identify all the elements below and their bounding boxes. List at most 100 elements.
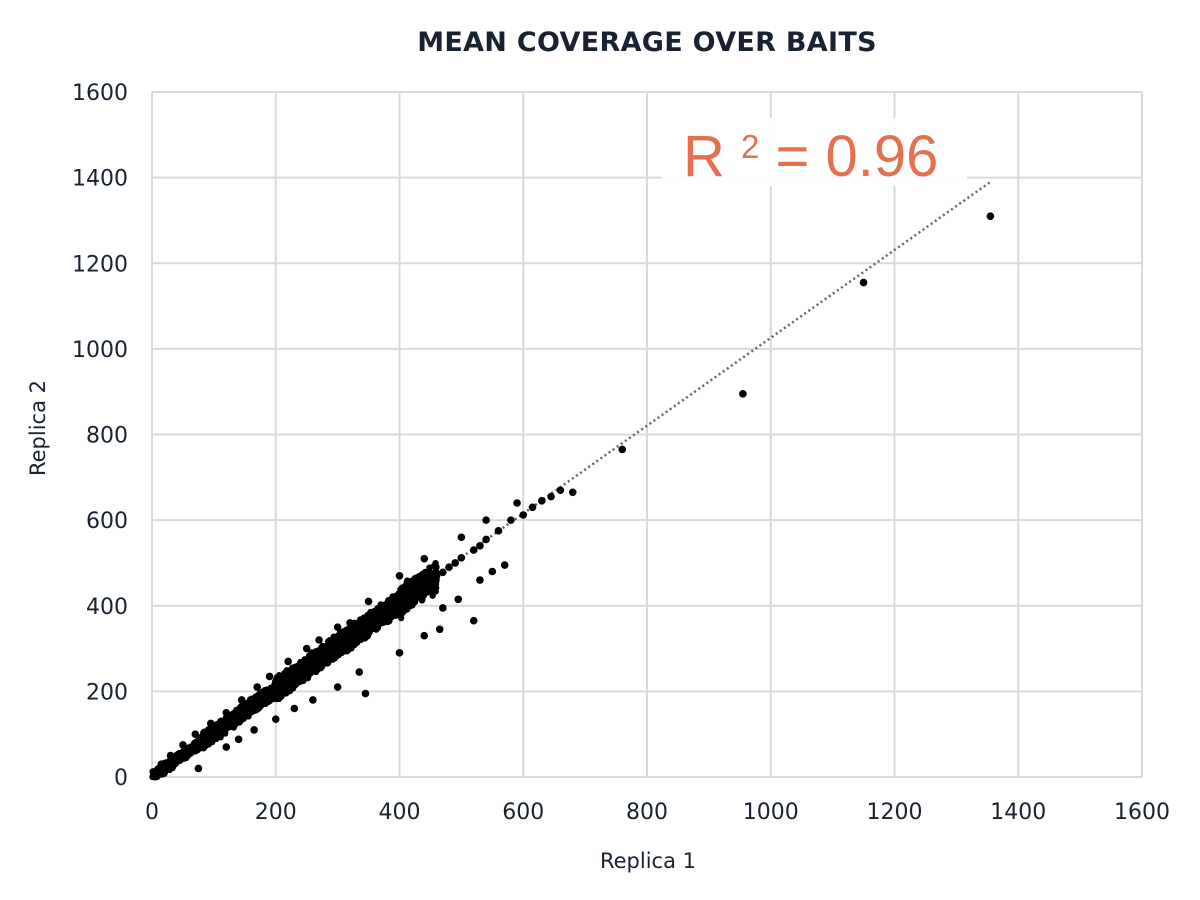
data-point [234, 714, 243, 723]
data-point [469, 616, 478, 625]
data-point [342, 644, 349, 651]
data-point [203, 733, 212, 742]
data-point [333, 683, 342, 691]
data-point [986, 212, 995, 220]
x-tick-label: 600 [502, 800, 544, 825]
y-tick-label: 800 [86, 424, 128, 449]
y-tick-label: 1200 [72, 252, 128, 277]
data-point [361, 689, 370, 698]
data-point [259, 697, 268, 706]
data-point [500, 561, 509, 569]
x-axis-label: Replica 1 [600, 849, 696, 873]
data-point [271, 688, 280, 697]
data-point [513, 499, 521, 507]
x-tick-label: 200 [255, 800, 297, 825]
data-point [234, 735, 243, 744]
data-point [290, 704, 299, 713]
data-point [476, 576, 484, 584]
data-point [228, 715, 237, 724]
data-point [420, 631, 429, 640]
data-point [375, 605, 383, 612]
data-point [488, 567, 497, 576]
data-point [271, 715, 280, 724]
data-point [519, 511, 528, 519]
data-point [201, 728, 208, 735]
data-point [370, 616, 379, 625]
data-point [275, 672, 283, 679]
data-point [457, 533, 466, 542]
data-point [420, 554, 429, 563]
data-point [290, 672, 299, 680]
data-point [494, 527, 503, 535]
data-point [397, 614, 405, 622]
data-point [194, 764, 203, 773]
data-point [254, 692, 261, 699]
data-point [340, 637, 348, 645]
data-point [278, 681, 286, 689]
data-point [568, 488, 577, 497]
data-point [315, 636, 323, 644]
data-point [222, 723, 231, 731]
data-point [359, 619, 367, 627]
data-point [297, 660, 305, 667]
x-tick-label: 400 [379, 800, 421, 825]
data-point [365, 615, 373, 622]
data-point [284, 657, 292, 666]
data-point [445, 563, 453, 572]
y-tick-label: 1600 [72, 81, 128, 106]
data-point [327, 646, 336, 655]
data-point [206, 719, 215, 728]
data-point [265, 672, 274, 681]
data-point [451, 559, 459, 567]
annotation-background [662, 118, 967, 186]
data-point [241, 707, 249, 715]
data-point [482, 516, 490, 524]
data-point [395, 571, 404, 580]
data-point [414, 585, 422, 594]
data-point [426, 564, 433, 571]
data-point [237, 696, 246, 704]
data-point [191, 741, 200, 750]
data-point [179, 741, 187, 749]
data-point [426, 578, 435, 587]
data-point [315, 654, 323, 663]
data-point [395, 649, 404, 657]
data-point [403, 586, 410, 593]
data-point [346, 619, 354, 627]
data-point [400, 606, 407, 614]
x-tick-label: 800 [626, 800, 668, 825]
y-tick-label: 200 [86, 680, 128, 705]
data-point [321, 653, 330, 662]
data-point [482, 535, 490, 544]
data-point [265, 689, 274, 697]
data-point [172, 756, 181, 765]
x-tick-label: 1400 [990, 800, 1046, 825]
data-point [556, 486, 565, 494]
data-point [166, 759, 175, 767]
data-point [157, 760, 166, 768]
y-tick-label: 1400 [72, 167, 128, 192]
data-point [429, 592, 436, 599]
data-point [618, 445, 627, 454]
data-point [383, 607, 391, 616]
x-tick-label: 1000 [743, 800, 799, 825]
data-point [151, 769, 159, 778]
y-tick-label: 600 [86, 509, 128, 534]
data-point [259, 690, 267, 698]
data-point [389, 602, 398, 611]
r-squared-r: R [683, 124, 725, 189]
data-point [352, 628, 360, 637]
data-point [185, 748, 193, 756]
data-point [389, 593, 396, 600]
data-point [859, 278, 868, 287]
y-axis-label: Replica 2 [26, 380, 50, 476]
data-point [364, 597, 373, 606]
x-tick-label: 0 [145, 800, 159, 825]
data-point [296, 671, 305, 679]
data-point [457, 554, 466, 562]
data-point [384, 618, 391, 626]
data-point [421, 588, 429, 595]
data-point [333, 623, 342, 631]
